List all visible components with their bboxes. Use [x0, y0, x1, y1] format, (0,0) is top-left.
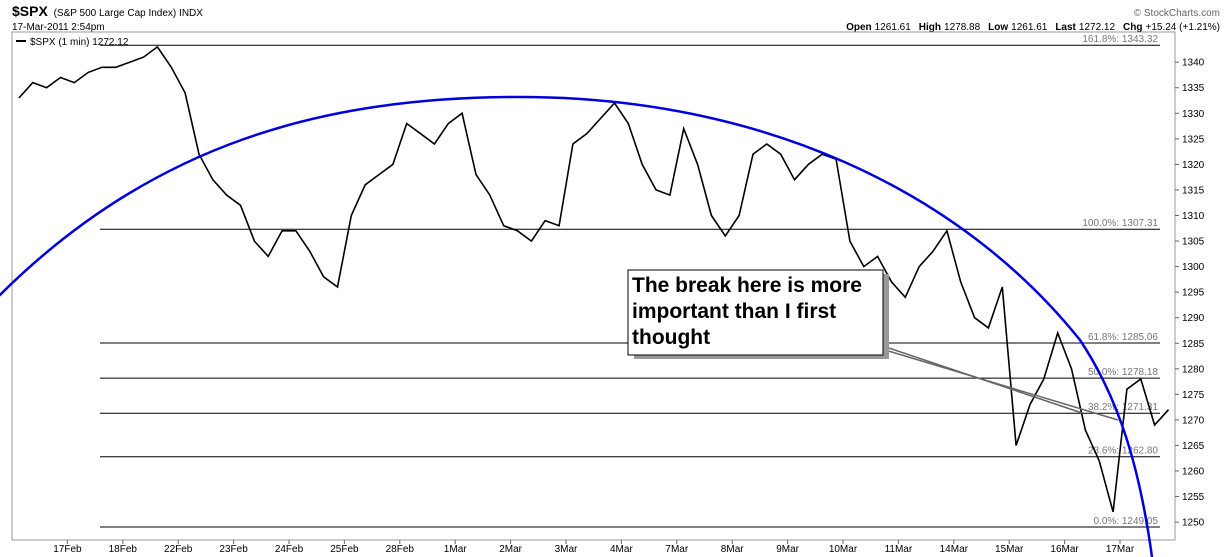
callout-text: The break here is more important than I … [632, 274, 862, 349]
x-tick-label: 18Feb [109, 544, 138, 555]
x-tick-label: 2Mar [499, 544, 522, 555]
quote-value: 1261.61 [1011, 22, 1048, 33]
x-tick-label: 25Feb [330, 544, 359, 555]
x-tick-label: 28Feb [386, 544, 415, 555]
y-tick-label: 1300 [1182, 262, 1205, 273]
quote-value: +15.24 (+1.21%) [1146, 22, 1221, 33]
x-tick-label: 22Feb [164, 544, 193, 555]
fib-label: 161.8%: 1343.32 [1082, 34, 1158, 45]
y-tick-label: 1295 [1182, 288, 1205, 299]
x-tick-label: 9Mar [776, 544, 799, 555]
y-tick-label: 1305 [1182, 237, 1205, 248]
quote-label: Low [988, 22, 1008, 33]
x-tick-label: 11Mar [885, 544, 913, 555]
fib-label: 50.0%: 1278.18 [1088, 367, 1158, 378]
y-tick-label: 1320 [1182, 160, 1205, 171]
quote: Open 1261.61 High 1278.88 Low 1261.61 Last 1272… [846, 22, 1220, 33]
x-tick-label: 17Mar [1106, 544, 1135, 555]
quote-value: 1272.12 [1079, 22, 1116, 33]
y-tick-label: 1260 [1182, 467, 1205, 478]
fib-label: 61.8%: 1285.06 [1088, 332, 1158, 343]
x-tick-label: 17Feb [53, 544, 82, 555]
y-tick-label: 1280 [1182, 364, 1205, 375]
x-tick-label: 4Mar [610, 544, 633, 555]
y-tick-label: 1330 [1182, 109, 1205, 120]
chart-date: 17-Mar-2011 2:54pm [12, 22, 105, 33]
quote-label: High [919, 22, 941, 33]
legend-label: $SPX (1 min) 1272.12 [30, 37, 129, 48]
x-tick-label: 15Mar [995, 544, 1024, 555]
fib-label: 23.6%: 1262.80 [1088, 446, 1158, 457]
x-tick-label: 24Feb [275, 544, 304, 555]
y-tick-label: 1265 [1182, 441, 1205, 452]
y-tick-label: 1255 [1182, 492, 1205, 503]
fib-label: 0.0%: 1249.05 [1094, 516, 1159, 527]
x-tick-label: 3Mar [555, 544, 578, 555]
y-tick-label: 1275 [1182, 390, 1205, 401]
plot-frame [11, 31, 1176, 541]
y-tick-label: 1315 [1182, 185, 1205, 196]
callout-box [627, 269, 884, 356]
x-tick-label: 7Mar [665, 544, 688, 555]
y-tick-label: 1270 [1182, 415, 1205, 426]
source: © StockCharts.com [1134, 8, 1220, 19]
y-tick-label: 1335 [1182, 83, 1205, 94]
chart-subtitle: (S&P 500 Large Cap Index) INDX [54, 8, 204, 19]
x-tick-label: 1Mar [444, 544, 467, 555]
fib-label: 38.2%: 1271.31 [1088, 402, 1158, 413]
quote-label: Last [1055, 22, 1076, 33]
arc-annotation [0, 95, 1154, 557]
x-tick-label: 14Mar [940, 544, 969, 555]
quote-value: 1261.61 [875, 22, 912, 33]
y-tick-label: 1290 [1182, 313, 1205, 324]
y-tick-label: 1340 [1182, 58, 1205, 69]
y-tick-label: 1325 [1182, 134, 1205, 145]
fib-label: 100.0%: 1307.31 [1082, 218, 1158, 229]
callout: The break here is more important than I … [632, 274, 862, 349]
quote-value: 1278.88 [944, 22, 981, 33]
quote-label: Chg [1123, 22, 1142, 33]
quote-label: Open [846, 22, 872, 33]
x-tick-label: 23Feb [219, 544, 248, 555]
chart-title: $SPX [12, 3, 48, 19]
x-tick-label: 16Mar [1050, 544, 1079, 555]
header: $SPX (S&P 500 Large Cap Index) INDX [12, 3, 203, 19]
y-tick-label: 1285 [1182, 339, 1205, 350]
callout-pointer [884, 349, 1119, 421]
price-line [18, 45, 1170, 513]
x-tick-label: 10Mar [829, 544, 858, 555]
y-tick-label: 1310 [1182, 211, 1205, 222]
x-tick-label: 8Mar [721, 544, 744, 555]
y-tick-label: 1250 [1182, 518, 1205, 529]
